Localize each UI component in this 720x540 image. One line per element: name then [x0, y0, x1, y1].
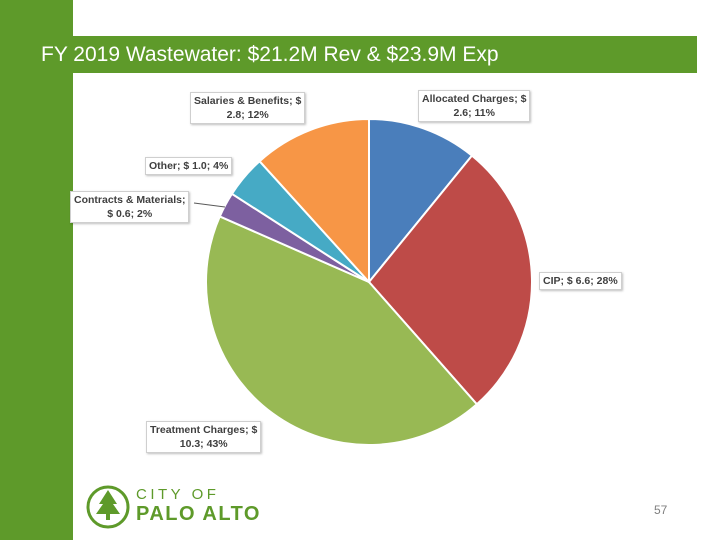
pie-slice-salaries-benefits	[258, 117, 370, 285]
data-label-line: 10.3; 43%	[179, 438, 228, 450]
pie-slice-treatment-charges	[205, 215, 479, 446]
data-label: Salaries & Benefits; $ 2.8; 12%	[190, 92, 306, 124]
page-number: 57	[654, 503, 668, 517]
data-label-line: Treatment Charges; $	[150, 424, 258, 436]
data-label: Allocated Charges; $ 2.6; 11%	[418, 90, 531, 122]
data-label: Other; $ 1.0; 4%	[145, 157, 233, 175]
data-label-line: 2.8; 12%	[226, 109, 269, 121]
data-label-line: 2.6; 11%	[453, 107, 495, 119]
data-label: Contracts & Materials; $ 0.6; 2%	[70, 191, 190, 223]
logo-palo-alto: PALO ALTO	[136, 503, 261, 525]
data-label: CIP; $ 6.6; 28%	[539, 272, 622, 290]
logo-city-of: CITY OF	[136, 486, 220, 503]
leader-line	[193, 202, 226, 208]
data-label-line: CIP; $ 6.6; 28%	[543, 275, 618, 287]
left-accent-bar	[0, 0, 73, 540]
data-label: Treatment Charges; $ 10.3; 43%	[146, 421, 262, 453]
data-label-line: Allocated Charges; $	[422, 93, 527, 105]
pie-slice-allocated-charges	[368, 117, 474, 285]
data-label-line: $ 0.6; 2%	[107, 208, 153, 220]
data-label-line: Other; $ 1.0; 4%	[149, 160, 229, 172]
data-label-line: Salaries & Benefits; $	[194, 95, 302, 107]
tree-icon	[86, 485, 130, 529]
slide-title: FY 2019 Wastewater: $21.2M Rev & $23.9M …	[30, 36, 697, 73]
data-label-line: Contracts & Materials;	[74, 194, 186, 206]
pie-slice-cip	[367, 154, 533, 406]
